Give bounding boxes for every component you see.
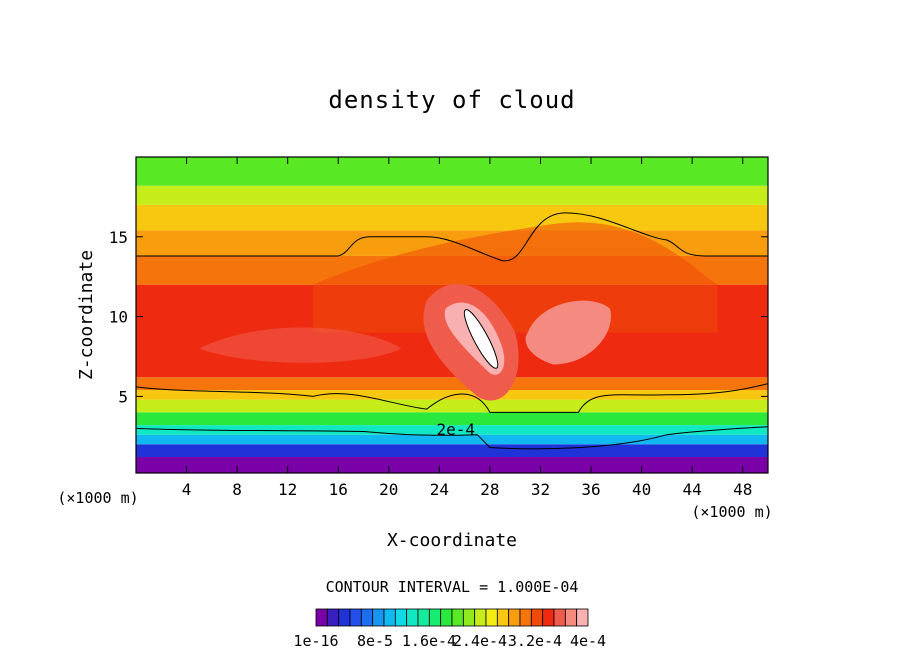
colorbar-swatch: [360, 608, 374, 627]
colorbar-swatch: [485, 608, 498, 627]
colorbar-swatch: [496, 608, 510, 627]
x-unit-right: (×1000 m): [691, 503, 772, 521]
y-axis-label: Z-coordinate: [76, 250, 97, 380]
x-tick-label: 20: [379, 480, 398, 499]
colorbar-swatch: [417, 608, 430, 627]
y-tick-label: 5: [118, 387, 128, 406]
upper-anvil-region: [312, 222, 718, 333]
colorbar-tick-label: 1e-16: [293, 632, 338, 650]
contour-band-12: [136, 185, 768, 205]
contour-band-1: [136, 444, 768, 458]
x-tick-label: 16: [329, 480, 348, 499]
contour-interval-text: CONTOUR INTERVAL = 1.000E-04: [326, 578, 579, 596]
colorbar-swatch: [349, 608, 362, 627]
contour-band-3: [136, 425, 768, 435]
x-axis-label: X-coordinate: [387, 530, 517, 551]
secondary-core: [525, 300, 611, 365]
contour-band-13: [136, 157, 768, 186]
colorbar-tick-labels: 1e-16 8e-5 1.6e-42.4e-4 3.2e-4 4e-4: [293, 632, 606, 650]
colorbar: [315, 608, 589, 627]
x-tick-label: 12: [278, 480, 297, 499]
colorbar-swatch: [564, 608, 578, 627]
colorbar-swatch: [519, 608, 532, 627]
colorbar-swatch: [338, 608, 351, 627]
x-tick-label: 40: [632, 480, 651, 499]
colorbar-swatch: [553, 608, 566, 627]
colorbar-swatch: [440, 608, 453, 627]
contour-line-label: 2e-4: [437, 420, 476, 439]
colorbar-swatch: [428, 608, 442, 627]
y-tick-label: 15: [109, 228, 128, 247]
x-tick-label: 36: [581, 480, 600, 499]
x-tick-label: 24: [430, 480, 449, 499]
colorbar-tick-label: 3.2e-4: [508, 632, 562, 650]
contour-band-7: [136, 377, 768, 391]
x-axis-ticks: 4 8 12 16 20 24 28 32 36 40 44 48: [182, 157, 752, 499]
y-tick-label: 10: [109, 308, 128, 327]
colorbar-swatch: [576, 608, 589, 627]
chart-title: density of cloud: [328, 86, 576, 114]
colorbar-swatch: [508, 608, 521, 627]
x-tick-label: 32: [531, 480, 550, 499]
x-tick-label: 4: [182, 480, 192, 499]
colorbar-tick-label: 4e-4: [570, 632, 606, 650]
colorbar-swatch: [315, 608, 328, 627]
x-tick-label: 44: [683, 480, 702, 499]
colorbar-tick-label: 8e-5: [357, 632, 393, 650]
contour-band-2: [136, 434, 768, 445]
contour-band-5: [136, 399, 768, 413]
left-high-region: [199, 327, 402, 363]
colorbar-swatch: [462, 608, 476, 627]
colorbar-swatch: [394, 608, 408, 627]
lower-contour-line: [136, 426, 768, 450]
plot-area: 2e-4: [136, 157, 768, 473]
colorbar-swatch: [372, 608, 385, 627]
x-unit-left: (×1000 m): [57, 489, 138, 507]
colorbar-swatch: [383, 608, 396, 627]
mid-contour-line: [136, 383, 768, 413]
plot-frame: [135, 156, 769, 474]
core-maximum: [463, 309, 499, 369]
x-tick-label: 8: [232, 480, 242, 499]
contour-band-11: [136, 204, 768, 231]
upper-contour-line: [136, 212, 768, 262]
y-axis-ticks: 5 10 15: [109, 228, 768, 406]
contour-band-0: [136, 457, 768, 473]
colorbar-swatch: [451, 608, 464, 627]
colorbar-swatch: [542, 608, 555, 627]
colorbar-tick-label: 2.4e-4: [453, 632, 507, 650]
colorbar-swatch: [474, 608, 487, 627]
colorbar-swatch: [530, 608, 544, 627]
colorbar-swatch: [326, 608, 340, 627]
contour-band-4: [136, 412, 768, 426]
x-tick-label: 48: [733, 480, 752, 499]
x-tick-label: 28: [480, 480, 499, 499]
colorbar-swatch: [406, 608, 419, 627]
colorbar-tick-label: 1.6e-4: [402, 632, 456, 650]
